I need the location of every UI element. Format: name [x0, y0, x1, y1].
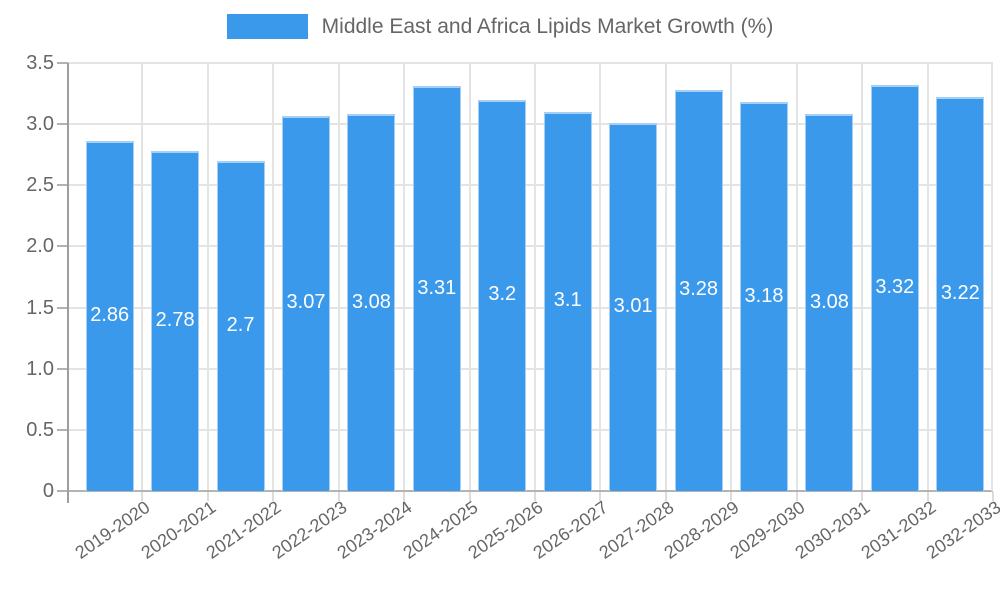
- vertical-gridline: [141, 63, 144, 490]
- y-axis-tick-label: 0.5: [26, 418, 54, 441]
- horizontal-gridline: [68, 184, 993, 187]
- zero-line: [57, 490, 993, 492]
- x-axis-tick: [926, 492, 929, 501]
- y-axis-tick: [57, 306, 68, 309]
- x-axis-tick: [534, 492, 536, 501]
- y-axis-tick-label: 2.5: [26, 174, 54, 197]
- horizontal-gridline: [68, 245, 993, 248]
- x-axis-tick: [730, 492, 733, 501]
- bar-value-label: 3.18: [744, 284, 784, 307]
- y-axis-tick-label: 1.5: [26, 296, 54, 319]
- legend-swatch: [226, 14, 308, 39]
- bar-value-label: 3.28: [679, 278, 719, 301]
- legend[interactable]: Middle East and Africa Lipids Market Gro…: [0, 14, 1000, 39]
- horizontal-gridline: [68, 367, 993, 370]
- bar-value-label: 2.7: [226, 313, 255, 336]
- vertical-gridline: [272, 63, 275, 490]
- x-axis-tick: [272, 492, 275, 501]
- x-axis-tick: [664, 492, 667, 501]
- vertical-gridline: [926, 63, 929, 490]
- bar[interactable]: [805, 114, 854, 491]
- horizontal-gridline: [68, 306, 993, 309]
- y-axis-tick-label: 1.0: [26, 357, 54, 380]
- bar-value-label: 2.86: [90, 304, 130, 327]
- bar-value-label: 3.32: [875, 276, 915, 298]
- x-axis-tick: [468, 492, 471, 501]
- bar-value-label: 3.08: [351, 290, 391, 313]
- vertical-gridline: [664, 63, 667, 490]
- y-axis-tick: [57, 367, 68, 370]
- bar-value-label: 3.31: [417, 276, 457, 299]
- bar-value-label: 3.08: [809, 290, 849, 313]
- x-axis-tick: [599, 492, 602, 501]
- bar[interactable]: [478, 99, 527, 491]
- bar-value-label: 3.22: [940, 282, 980, 305]
- bar[interactable]: [609, 122, 658, 491]
- bar[interactable]: [543, 111, 592, 491]
- bar[interactable]: [85, 141, 134, 491]
- bar[interactable]: [936, 97, 985, 491]
- y-axis-tick-label: 0: [42, 480, 54, 502]
- x-axis-tick: [795, 492, 798, 501]
- horizontal-gridline: [68, 62, 993, 64]
- vertical-gridline: [795, 63, 798, 490]
- x-axis-tick: [337, 492, 340, 501]
- horizontal-gridline: [68, 123, 993, 126]
- bar[interactable]: [282, 115, 330, 491]
- x-axis-tick: [141, 492, 144, 501]
- bar-value-label: 3.07: [286, 291, 326, 314]
- bar-value-label: 3.01: [613, 294, 653, 317]
- bar[interactable]: [740, 102, 788, 491]
- x-axis-tick: [403, 492, 406, 501]
- vertical-gridline: [730, 63, 733, 490]
- bar[interactable]: [674, 89, 723, 491]
- bar[interactable]: [412, 86, 461, 491]
- y-axis-tick: [57, 123, 68, 126]
- bar-value-label: 3.2: [488, 283, 517, 306]
- vertical-gridline: [534, 63, 536, 490]
- legend-label: Middle East and Africa Lipids Market Gro…: [321, 14, 774, 38]
- bar[interactable]: [151, 151, 200, 491]
- vertical-gridline: [861, 63, 864, 490]
- bar-value-label: 3.1: [553, 289, 582, 312]
- y-axis-tick-label: 3.5: [26, 52, 54, 74]
- y-axis-line: [67, 63, 69, 503]
- y-axis-tick-label: 3.0: [26, 113, 54, 136]
- vertical-gridline: [337, 63, 340, 490]
- vertical-gridline: [206, 63, 209, 490]
- vertical-gridline: [468, 63, 471, 490]
- horizontal-gridline: [68, 428, 993, 431]
- x-axis-tick: [992, 492, 994, 501]
- x-axis-tick: [206, 492, 209, 501]
- bar[interactable]: [870, 85, 919, 491]
- vertical-gridline: [403, 63, 406, 490]
- y-axis-tick: [57, 428, 68, 431]
- x-axis-tick: [861, 492, 864, 501]
- y-axis-tick: [57, 245, 68, 248]
- bar-value-label: 2.78: [155, 309, 195, 332]
- y-axis-tick: [57, 62, 68, 64]
- vertical-gridline: [599, 63, 602, 490]
- bar[interactable]: [216, 160, 265, 491]
- y-axis-tick: [57, 184, 68, 187]
- y-axis-tick-label: 2.0: [26, 235, 54, 258]
- plot-right-border: [991, 63, 993, 491]
- bar[interactable]: [347, 114, 396, 491]
